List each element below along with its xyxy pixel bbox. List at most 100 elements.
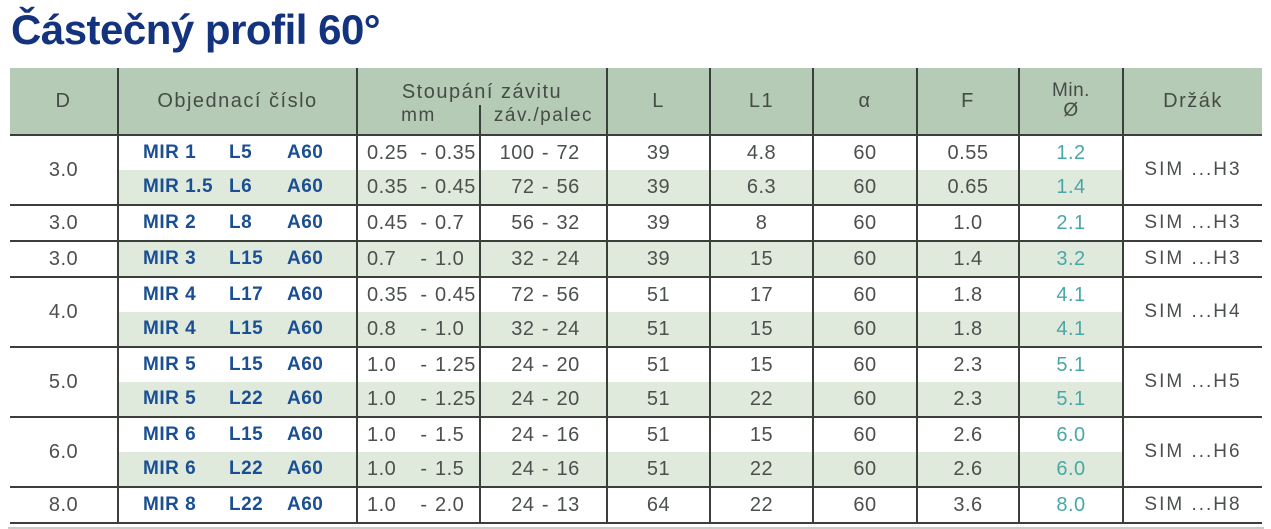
cell-order-number: MIR 6 L22 A60 xyxy=(117,452,357,488)
cell-holder: SIM ...H3 xyxy=(1122,134,1262,206)
order-part: MIR 2 xyxy=(143,212,197,234)
cell-angle: 60 xyxy=(812,240,917,278)
order-part: L15 xyxy=(229,424,264,446)
order-part: MIR 3 xyxy=(143,248,197,270)
cell-length-l: 51 xyxy=(606,312,710,348)
cell-angle: 60 xyxy=(812,170,917,206)
cell-pitch-mm: 0.45-0.7 xyxy=(356,204,480,242)
header-length-l: L xyxy=(606,68,710,136)
cell-pitch-tpi: 24-20 xyxy=(479,346,607,383)
cell-pitch-mm: 1.0-1.25 xyxy=(356,346,480,383)
table-row: 3.0 MIR 3 L15 A60 0.7-1.0 32-24 39 15 60 1.4 3.2 SI… xyxy=(10,240,1262,278)
cell-pitch-mm: 0.35-0.45 xyxy=(356,170,480,206)
cell-length-l1: 22 xyxy=(709,382,813,418)
header-min-line1: Min. xyxy=(1052,80,1090,102)
cell-pitch-tpi: 72-56 xyxy=(479,170,607,206)
cell-diameter: 4.0 xyxy=(10,276,118,348)
cell-pitch-tpi: 56-32 xyxy=(479,204,607,242)
table-row: MIR 4 L15 A60 0.8-1.0 32-24 51 15 60 1.8 4.1 xyxy=(10,312,1262,348)
order-part: MIR 8 xyxy=(143,494,197,516)
order-part: A60 xyxy=(287,284,324,306)
cell-length-l1: 6.3 xyxy=(709,170,813,206)
cell-diameter: 6.0 xyxy=(10,416,118,488)
order-part: MIR 6 xyxy=(143,424,197,446)
cell-pitch-tpi: 72-56 xyxy=(479,276,607,313)
cell-pitch-tpi: 24-20 xyxy=(479,382,607,418)
cell-width-f: 0.65 xyxy=(916,170,1019,206)
diameter-symbol: Ø xyxy=(1063,100,1079,122)
order-part: A60 xyxy=(287,494,324,516)
order-part: L22 xyxy=(229,458,264,480)
order-part: A60 xyxy=(287,458,324,480)
header-width-f: F xyxy=(916,68,1019,136)
cell-length-l1: 22 xyxy=(709,452,813,488)
partial-profile-60-table: D Objednací číslo Stoupání závitu L L1 α… xyxy=(10,68,1262,525)
cell-order-number: MIR 1 L5 A60 xyxy=(117,134,357,171)
order-part: L6 xyxy=(229,176,253,198)
cell-length-l1: 15 xyxy=(709,312,813,348)
cell-order-number: MIR 1.5 L6 A60 xyxy=(117,170,357,206)
cell-diameter: 8.0 xyxy=(10,486,118,524)
cell-pitch-tpi: 32-24 xyxy=(479,240,607,278)
cell-min-diameter: 1.2 xyxy=(1018,134,1123,171)
table-row: 3.0 MIR 1 L5 A60 0.25-0.35 100-72 39 4.8 60 0.55 1… xyxy=(10,134,1262,206)
cell-length-l: 39 xyxy=(606,204,710,242)
order-part: A60 xyxy=(287,176,324,198)
cell-length-l1: 8 xyxy=(709,204,813,242)
cell-holder: SIM ...H3 xyxy=(1122,240,1262,278)
cell-pitch-tpi: 24-13 xyxy=(479,486,607,524)
header-min-diameter: Min. Ø xyxy=(1018,68,1123,136)
cell-angle: 60 xyxy=(812,382,917,418)
cell-pitch-tpi: 24-16 xyxy=(479,416,607,453)
cell-length-l: 39 xyxy=(606,170,710,206)
cell-diameter: 3.0 xyxy=(10,204,118,242)
cell-order-number: MIR 6 L15 A60 xyxy=(117,416,357,453)
cell-order-number: MIR 4 L15 A60 xyxy=(117,312,357,348)
cell-min-diameter: 8.0 xyxy=(1018,486,1123,524)
table-row: 3.0 MIR 2 L8 A60 0.45-0.7 56-32 39 8 60 1.0 2.1 SIM… xyxy=(10,204,1262,242)
cell-order-number: MIR 4 L17 A60 xyxy=(117,276,357,313)
header-order-number: Objednací číslo xyxy=(117,68,357,136)
order-part: A60 xyxy=(287,354,324,376)
cell-order-number: MIR 8 L22 A60 xyxy=(117,486,357,524)
cell-width-f: 3.6 xyxy=(916,486,1019,524)
cell-pitch-mm: 1.0-1.25 xyxy=(356,382,480,418)
cell-pitch-mm: 1.0-1.5 xyxy=(356,452,480,488)
table-row: 6.0 MIR 6 L15 A60 1.0-1.5 24-16 51 15 60 2.6 6.0 SI… xyxy=(10,416,1262,488)
cell-pitch-mm: 0.7-1.0 xyxy=(356,240,480,278)
cell-pitch-tpi: 24-16 xyxy=(479,452,607,488)
cell-length-l: 51 xyxy=(606,382,710,418)
order-part: L5 xyxy=(229,142,253,164)
order-part: MIR 1.5 xyxy=(143,176,214,198)
cell-width-f: 2.3 xyxy=(916,382,1019,418)
cell-width-f: 2.6 xyxy=(916,452,1019,488)
cell-diameter: 3.0 xyxy=(10,240,118,278)
cell-pitch-mm: 1.0-2.0 xyxy=(356,486,480,524)
order-part: A60 xyxy=(287,212,324,234)
cell-length-l: 51 xyxy=(606,452,710,488)
cell-min-diameter: 4.1 xyxy=(1018,312,1123,348)
cell-min-diameter: 5.1 xyxy=(1018,346,1123,383)
cell-angle: 60 xyxy=(812,452,917,488)
cell-length-l: 51 xyxy=(606,276,710,313)
cell-order-number: MIR 2 L8 A60 xyxy=(117,204,357,242)
order-part: L22 xyxy=(229,388,264,410)
cell-pitch-mm: 0.35-0.45 xyxy=(356,276,480,313)
cell-angle: 60 xyxy=(812,416,917,453)
cell-angle: 60 xyxy=(812,204,917,242)
cell-min-diameter: 6.0 xyxy=(1018,452,1123,488)
cell-length-l1: 15 xyxy=(709,346,813,383)
order-part: A60 xyxy=(287,388,324,410)
cell-angle: 60 xyxy=(812,486,917,524)
order-part: MIR 1 xyxy=(143,142,197,164)
cell-pitch-tpi: 100-72 xyxy=(479,134,607,171)
table-row: 4.0 MIR 4 L17 A60 0.35-0.45 72-56 51 17 60 1.8 4.1… xyxy=(10,276,1262,348)
order-part: A60 xyxy=(287,248,324,270)
page-title: Částečný profil 60° xyxy=(11,6,381,53)
cell-min-diameter: 2.1 xyxy=(1018,204,1123,242)
cell-diameter: 3.0 xyxy=(10,134,118,206)
order-part: L15 xyxy=(229,318,264,340)
order-part: MIR 4 xyxy=(143,318,197,340)
cell-min-diameter: 5.1 xyxy=(1018,382,1123,418)
